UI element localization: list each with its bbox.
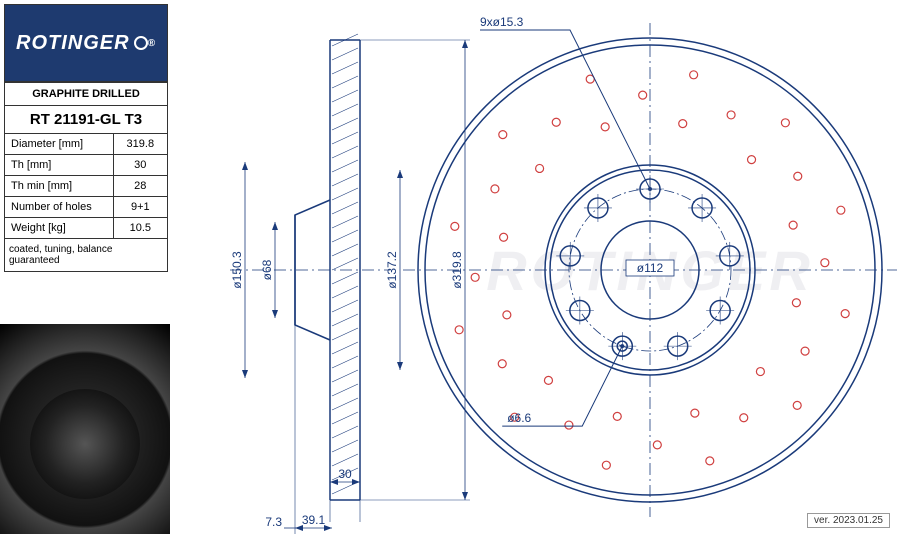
svg-text:ø68: ø68	[260, 259, 274, 280]
svg-text:7.3: 7.3	[265, 515, 282, 529]
svg-text:ø112: ø112	[637, 261, 664, 275]
spec-table: GRAPHITE DRILLED RT 21191-GL T3 Diameter…	[4, 82, 168, 272]
spec-note: coated, tuning, balance guaranteed	[5, 239, 167, 271]
spec-label: Th min [mm]	[5, 176, 114, 196]
svg-text:39.1: 39.1	[302, 513, 326, 527]
svg-text:30: 30	[338, 467, 352, 481]
svg-text:ø150.3: ø150.3	[230, 251, 244, 289]
spec-label: Th [mm]	[5, 155, 114, 175]
version-label: ver. 2023.01.25	[807, 513, 890, 528]
product-photo	[0, 324, 170, 534]
svg-text:9xø15.3: 9xø15.3	[480, 15, 524, 29]
svg-text:ø137.2: ø137.2	[385, 251, 399, 289]
spec-value: 319.8	[114, 134, 167, 154]
spec-value: 9+1	[114, 197, 167, 217]
spec-label: Diameter [mm]	[5, 134, 114, 154]
spec-label: Number of holes	[5, 197, 114, 217]
spec-value: 30	[114, 155, 167, 175]
svg-text:ø6.6: ø6.6	[507, 411, 531, 425]
brand-logo: ROTINGER®	[4, 4, 168, 82]
technical-drawing: ROTINGER9xø15.3ø6.6ø112ø319.8ø68ø137.2ø1…	[170, 0, 900, 534]
part-number: RT 21191-GL T3	[5, 106, 167, 133]
subtitle: GRAPHITE DRILLED	[5, 83, 167, 105]
logo-text: ROTINGER	[16, 32, 130, 55]
svg-text:ø319.8: ø319.8	[450, 251, 464, 289]
spec-label: Weight [kg]	[5, 218, 114, 238]
spec-value: 28	[114, 176, 167, 196]
spec-value: 10.5	[114, 218, 167, 238]
